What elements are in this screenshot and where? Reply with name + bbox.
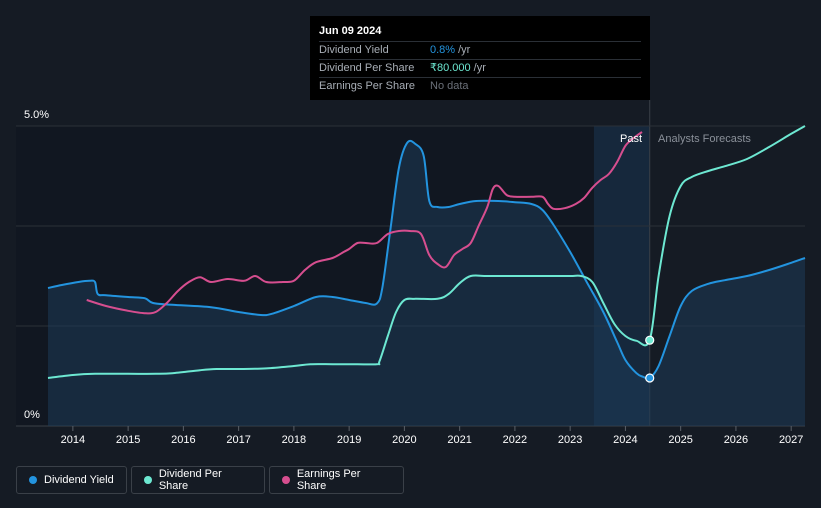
x-tick-label: 2016 (171, 434, 195, 446)
tooltip-value: ₹80.000 (430, 62, 471, 74)
tooltip-unit: /yr (458, 44, 471, 56)
x-tick-label: 2021 (447, 434, 471, 446)
tooltip-row-dividend-yield: Dividend Yield 0.8% /yr (319, 41, 641, 59)
past-label: Past (620, 133, 642, 145)
tooltip-date: Jun 09 2024 (319, 25, 382, 37)
legend-dividend-yield[interactable]: Dividend Yield (16, 466, 127, 494)
y-tick-label: 5.0% (24, 109, 49, 121)
legend-dividend-per-share[interactable]: Dividend Per Share (131, 466, 265, 494)
x-tick-label: 2020 (392, 434, 416, 446)
x-tick-label: 2024 (613, 434, 637, 446)
x-tick-label: 2025 (668, 434, 692, 446)
tooltip-row-earnings-per-share: Earnings Per Share No data (319, 77, 641, 95)
x-tick-label: 2018 (282, 434, 306, 446)
x-tick-label: 2019 (337, 434, 361, 446)
legend-dot-icon (282, 476, 290, 484)
legend-label: Dividend Yield (44, 474, 114, 486)
legend-earnings-per-share[interactable]: Earnings Per Share (269, 466, 404, 494)
dividend-per-share-line (47, 125, 806, 379)
legend-dot-icon (144, 476, 152, 484)
tooltip-row-dividend-per-share: Dividend Per Share ₹80.000 /yr (319, 59, 641, 77)
tooltip-unit: /yr (473, 62, 486, 74)
tooltip-label: Dividend Yield (319, 44, 389, 56)
legend-label: Earnings Per Share (296, 468, 361, 492)
legend-dot-icon (29, 476, 37, 484)
dividend-yield-area (48, 140, 805, 427)
forecast-label: Analysts Forecasts (658, 133, 751, 145)
x-tick-label: 2017 (226, 434, 250, 446)
tooltip: Jun 09 2024 Dividend Yield 0.8% /yr Divi… (310, 16, 650, 100)
x-tick-label: 2026 (724, 434, 748, 446)
y-tick-label: 0% (24, 409, 40, 421)
dividend-yield-marker (645, 373, 655, 383)
dividend-yield-line (47, 139, 806, 380)
tooltip-value: No data (430, 80, 469, 92)
earnings-per-share-line (86, 131, 643, 315)
x-tick-label: 2022 (503, 434, 527, 446)
tooltip-label: Earnings Per Share (319, 80, 415, 92)
x-tick-label: 2014 (61, 434, 85, 446)
dividend-per-share-marker (645, 335, 655, 345)
x-tick-label: 2015 (116, 434, 140, 446)
x-tick-label: 2027 (779, 434, 803, 446)
tooltip-label: Dividend Per Share (319, 62, 415, 74)
x-tick-label: 2023 (558, 434, 582, 446)
tooltip-value: 0.8% (430, 44, 456, 56)
legend-label: Dividend Per Share (158, 468, 222, 492)
